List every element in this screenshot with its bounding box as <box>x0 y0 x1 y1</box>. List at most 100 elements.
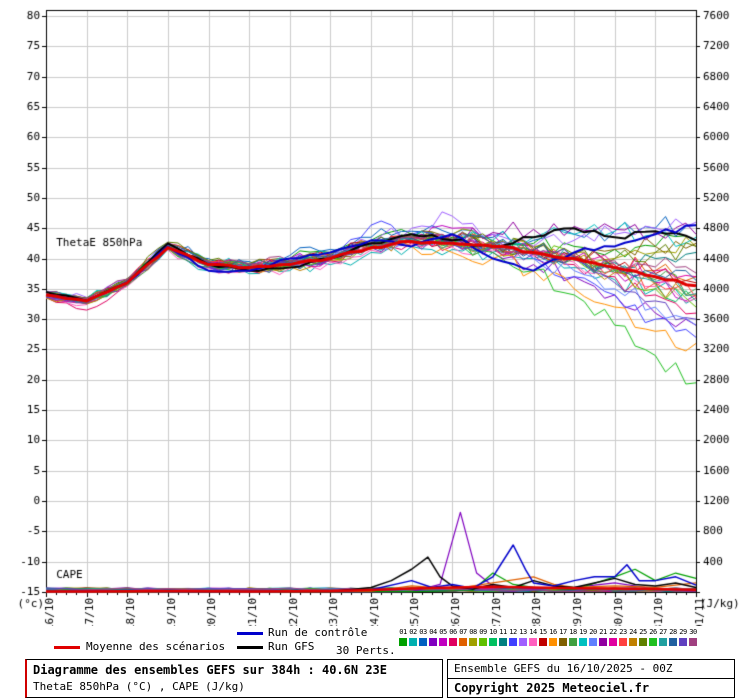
pert-member-swatch <box>529 638 537 646</box>
pert-member-number: 27 <box>659 628 667 636</box>
pert-member-number: 09 <box>479 628 487 636</box>
pert-member-cell: 23 <box>618 628 628 646</box>
pert-member-swatch <box>679 638 687 646</box>
pert-member-swatch <box>479 638 487 646</box>
pert-member-number: 11 <box>499 628 507 636</box>
pert-member-swatch <box>559 638 567 646</box>
gfs-legend-label: Run GFS <box>268 640 315 653</box>
pert-member-swatch <box>569 638 577 646</box>
pert-member-cell: 16 <box>548 628 558 646</box>
pert-member-swatch <box>659 638 667 646</box>
pert-member-swatch <box>449 638 457 646</box>
diagram-subtitle: ThetaE 850hPa (°C) , CAPE (J/kg) <box>33 680 245 693</box>
mean-legend-label: Moyenne des scénarios <box>86 640 226 653</box>
pert-member-swatch <box>399 638 407 646</box>
pert-member-swatch <box>639 638 647 646</box>
ensemble-chart <box>0 0 740 626</box>
gfs-line-sample <box>237 646 263 649</box>
pert-member-cell: 08 <box>468 628 478 646</box>
pert-member-swatch <box>459 638 467 646</box>
pert-member-cell: 13 <box>518 628 528 646</box>
control-line-sample <box>237 632 263 635</box>
pert-member-cell: 09 <box>478 628 488 646</box>
pert-member-swatch <box>489 638 497 646</box>
pert-member-cell: 25 <box>638 628 648 646</box>
pert-member-swatch <box>409 638 417 646</box>
pert-member-number: 18 <box>569 628 577 636</box>
diagram-title: Diagramme des ensembles GEFS sur 384h : … <box>33 663 388 677</box>
pert-member-number: 01 <box>399 628 407 636</box>
pert-member-number: 17 <box>559 628 567 636</box>
pert-member-number: 05 <box>439 628 447 636</box>
pert-member-swatch <box>509 638 517 646</box>
pert-member-number: 15 <box>539 628 547 636</box>
pert-member-number: 03 <box>419 628 427 636</box>
control-legend-label: Run de contrôle <box>268 626 368 639</box>
pert-members-strip: 01 02 03 04 05 06 07 08 09 10 11 12 13 14 15 16 17 18 19 20… <box>398 628 702 646</box>
pert-member-swatch <box>579 638 587 646</box>
pert-member-cell: 17 <box>558 628 568 646</box>
pert-member-cell: 14 <box>528 628 538 646</box>
perts-count-label: 30 Perts. <box>336 644 396 657</box>
pert-member-number: 21 <box>599 628 607 636</box>
pert-member-number: 25 <box>639 628 647 636</box>
pert-member-number: 23 <box>619 628 627 636</box>
pert-member-swatch <box>689 638 697 646</box>
pert-member-swatch <box>619 638 627 646</box>
mean-line-sample <box>54 646 80 649</box>
pert-member-swatch <box>669 638 677 646</box>
pert-member-number: 24 <box>629 628 637 636</box>
pert-member-cell: 10 <box>488 628 498 646</box>
pert-member-number: 22 <box>609 628 617 636</box>
pert-member-number: 07 <box>459 628 467 636</box>
pert-member-cell: 02 <box>408 628 418 646</box>
pert-member-number: 16 <box>549 628 557 636</box>
pert-member-number: 19 <box>579 628 587 636</box>
pert-member-number: 06 <box>449 628 457 636</box>
pert-member-swatch <box>439 638 447 646</box>
pert-member-number: 26 <box>649 628 657 636</box>
pert-member-swatch <box>469 638 477 646</box>
pert-member-number: 13 <box>519 628 527 636</box>
pert-member-cell: 20 <box>588 628 598 646</box>
pert-member-cell: 27 <box>658 628 668 646</box>
pert-member-cell: 15 <box>538 628 548 646</box>
pert-member-number: 29 <box>679 628 687 636</box>
pert-member-cell: 28 <box>668 628 678 646</box>
pert-member-swatch <box>589 638 597 646</box>
pert-member-cell: 07 <box>458 628 468 646</box>
pert-member-swatch <box>549 638 557 646</box>
pert-member-swatch <box>539 638 547 646</box>
copyright-box: Copyright 2025 Meteociel.fr <box>447 678 735 698</box>
pert-member-number: 14 <box>529 628 537 636</box>
pert-member-number: 30 <box>689 628 697 636</box>
pert-member-swatch <box>609 638 617 646</box>
pert-member-cell: 11 <box>498 628 508 646</box>
pert-member-cell: 01 <box>398 628 408 646</box>
pert-member-cell: 05 <box>438 628 448 646</box>
pert-member-cell: 03 <box>418 628 428 646</box>
pert-member-number: 12 <box>509 628 517 636</box>
pert-member-swatch <box>599 638 607 646</box>
pert-member-number: 08 <box>469 628 477 636</box>
pert-member-number: 02 <box>409 628 417 636</box>
pert-member-cell: 24 <box>628 628 638 646</box>
pert-member-cell: 04 <box>428 628 438 646</box>
pert-member-cell: 12 <box>508 628 518 646</box>
pert-member-number: 04 <box>429 628 437 636</box>
pert-member-swatch <box>419 638 427 646</box>
pert-member-cell: 26 <box>648 628 658 646</box>
pert-member-number: 10 <box>489 628 497 636</box>
run-info-box: Ensemble GEFS du 16/10/2025 - 00Z <box>447 659 735 679</box>
pert-member-cell: 29 <box>678 628 688 646</box>
pert-member-cell: 22 <box>608 628 618 646</box>
pert-member-number: 20 <box>589 628 597 636</box>
pert-member-swatch <box>649 638 657 646</box>
pert-member-cell: 30 <box>688 628 698 646</box>
pert-member-swatch <box>629 638 637 646</box>
pert-member-swatch <box>499 638 507 646</box>
pert-member-swatch <box>519 638 527 646</box>
diagram-info-box: Diagramme des ensembles GEFS sur 384h : … <box>25 659 443 698</box>
pert-member-number: 28 <box>669 628 677 636</box>
